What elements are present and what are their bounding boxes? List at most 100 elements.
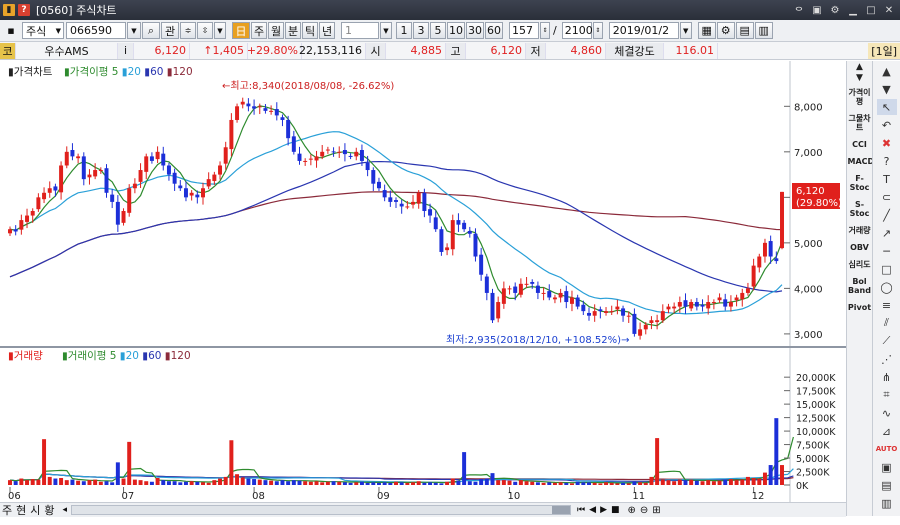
gann-icon[interactable]: ⟋ bbox=[882, 334, 891, 347]
ellipse-icon[interactable]: ◯ bbox=[880, 280, 893, 294]
tools-scroll-down[interactable]: ▼ bbox=[882, 82, 891, 96]
status-tab-1[interactable]: 주 bbox=[2, 504, 13, 517]
trendline-icon[interactable]: ╱ bbox=[883, 208, 890, 222]
count-max-input[interactable]: 2100 bbox=[561, 22, 593, 39]
interval-dropdown-button[interactable]: ▼ bbox=[380, 22, 392, 39]
code-dropdown-button[interactable]: ▼ bbox=[127, 22, 141, 39]
preset-5-button[interactable]: 5 bbox=[430, 22, 446, 39]
minimize-icon[interactable]: ▁ bbox=[849, 4, 857, 16]
horizontal-scrollbar[interactable] bbox=[71, 505, 572, 515]
search-button[interactable]: ⌕ bbox=[142, 22, 160, 39]
preset-30-button[interactable]: 30 bbox=[466, 22, 484, 39]
indicator-5[interactable]: S-Stoc bbox=[849, 200, 870, 218]
volume-bar bbox=[263, 480, 268, 485]
indicator-6[interactable]: 거래량 bbox=[848, 226, 871, 235]
info-button[interactable]: i bbox=[118, 42, 134, 59]
interval-select[interactable]: 1 bbox=[341, 22, 379, 39]
pin-icon[interactable]: ᄋ bbox=[794, 6, 804, 18]
ma60-line bbox=[9, 160, 783, 293]
pitchfork-icon[interactable]: ⋔ bbox=[881, 370, 892, 384]
play-icon[interactable]: ▶ bbox=[600, 505, 607, 515]
status-tab-4[interactable]: 황 bbox=[44, 504, 55, 517]
grid-icon[interactable]: ▦ bbox=[697, 22, 716, 39]
fan-icon[interactable]: ⋰ bbox=[881, 352, 892, 366]
delete-icon[interactable]: ✖ bbox=[881, 136, 892, 150]
first-icon[interactable]: ⏮ bbox=[577, 505, 586, 515]
preset-1-button[interactable]: 1 bbox=[396, 22, 412, 39]
status-tab-3[interactable]: 시 bbox=[30, 504, 41, 517]
scrollbar-thumb[interactable] bbox=[552, 506, 571, 514]
count-spinner[interactable]: ⇕ bbox=[540, 22, 550, 39]
indicator-7[interactable]: OBV bbox=[850, 243, 869, 252]
indicator-2[interactable]: CCI bbox=[852, 140, 867, 149]
candle-body bbox=[155, 151, 160, 160]
maximize-icon[interactable]: □ bbox=[866, 4, 876, 16]
indicator-4[interactable]: F-Stoc bbox=[849, 174, 870, 192]
date-dropdown-button[interactable]: ▼ bbox=[679, 22, 692, 39]
period-month-button[interactable]: 월 bbox=[268, 22, 284, 39]
print-icon[interactable]: ▥ bbox=[754, 22, 773, 39]
count-max-spinner[interactable]: ⇕ bbox=[592, 22, 603, 39]
magnet-icon[interactable]: ⊂ bbox=[881, 190, 892, 204]
channel-icon[interactable]: ⫽ bbox=[884, 316, 889, 329]
measure-icon[interactable]: ⊿ bbox=[881, 424, 892, 438]
indicator-1[interactable]: 그물차트 bbox=[848, 114, 871, 132]
preset-3-button[interactable]: 3 bbox=[413, 22, 429, 39]
settings-icon[interactable]: ⚙ bbox=[830, 4, 840, 16]
indicator-scroll-down[interactable]: ▼ bbox=[856, 73, 863, 83]
indicator-10[interactable]: Pivot bbox=[847, 303, 872, 312]
help-icon[interactable]: ? bbox=[18, 4, 30, 16]
indicator-0[interactable]: 가격이평 bbox=[848, 88, 871, 106]
horizontal-line-icon[interactable]: ─ bbox=[883, 244, 890, 258]
cursor-icon[interactable]: ↖ bbox=[876, 99, 897, 115]
volume-bar bbox=[604, 482, 609, 485]
wave-icon[interactable]: ∿ bbox=[881, 406, 892, 420]
period-week-button[interactable]: 주 bbox=[251, 22, 267, 39]
restore-icon[interactable]: ▣ bbox=[812, 4, 822, 16]
candle-body bbox=[643, 324, 648, 330]
close-icon[interactable]: ✕ bbox=[884, 4, 894, 16]
count-input[interactable]: 157 bbox=[509, 22, 539, 39]
fit-icon[interactable]: ⊞ bbox=[652, 504, 661, 516]
zoom-in-icon[interactable]: ⊕ bbox=[627, 504, 636, 516]
indicator-9[interactable]: Bol Band bbox=[848, 277, 871, 295]
prev-icon[interactable]: ◀ bbox=[589, 505, 597, 515]
help-icon[interactable]: ? bbox=[883, 154, 890, 168]
chart-settings-icon[interactable]: ⚙ bbox=[716, 22, 735, 39]
code-input[interactable]: 066590 bbox=[66, 22, 126, 39]
lock-icon[interactable]: ▪ bbox=[7, 24, 15, 37]
period-tick-button[interactable]: 틱 bbox=[302, 22, 318, 39]
fibonacci-icon[interactable]: ≡ bbox=[881, 298, 892, 312]
zoom-out-icon[interactable]: ⊖ bbox=[639, 504, 649, 516]
preset-10-button[interactable]: 10 bbox=[447, 22, 465, 39]
rectangle-icon[interactable]: □ bbox=[881, 262, 892, 276]
stock-chart[interactable]: 8,0007,0006,0005,0004,0003,00020,000K17,… bbox=[0, 61, 900, 502]
bars-icon[interactable]: ▥ bbox=[881, 496, 892, 510]
scroll-left-icon[interactable]: ◂ bbox=[62, 505, 68, 515]
grid-tool-icon[interactable]: ⌗ bbox=[883, 388, 890, 401]
status-tab-2[interactable]: 현 bbox=[16, 504, 27, 517]
scroll-button[interactable]: ⇳ bbox=[197, 22, 213, 39]
layout-icon[interactable]: ▤ bbox=[881, 478, 892, 492]
camera-icon[interactable]: ▣ bbox=[881, 460, 892, 474]
auto-icon[interactable]: AUTO bbox=[875, 445, 898, 453]
market-select[interactable]: 주식 ▼ bbox=[22, 22, 64, 39]
date-input[interactable]: 2019/01/2 bbox=[608, 22, 679, 39]
text-tool-icon[interactable]: T bbox=[883, 172, 890, 186]
move-button[interactable]: ≑ bbox=[180, 22, 196, 39]
period-day-button[interactable]: 日 bbox=[232, 22, 250, 39]
period-minute-button[interactable]: 분 bbox=[285, 22, 301, 39]
indicator-3[interactable]: MACD bbox=[847, 157, 875, 166]
indicator-8[interactable]: 심리도 bbox=[848, 260, 871, 269]
stop-icon[interactable]: ■ bbox=[610, 505, 620, 515]
period-year-button[interactable]: 년 bbox=[319, 22, 335, 39]
chart-area[interactable]: 8,0007,0006,0005,0004,0003,00020,000K17,… bbox=[0, 61, 900, 516]
ray-icon[interactable]: ↗ bbox=[881, 226, 892, 240]
save-icon[interactable]: ▤ bbox=[735, 22, 754, 39]
preset-60-button[interactable]: 60 bbox=[485, 22, 503, 39]
related-button[interactable]: 관 bbox=[161, 22, 179, 39]
undo-icon[interactable]: ↶ bbox=[881, 118, 892, 132]
tools-scroll-up[interactable]: ▲ bbox=[882, 64, 891, 78]
more-button[interactable]: ▼ bbox=[214, 22, 226, 39]
indicator-scroll-up[interactable]: ▲ bbox=[856, 62, 863, 72]
